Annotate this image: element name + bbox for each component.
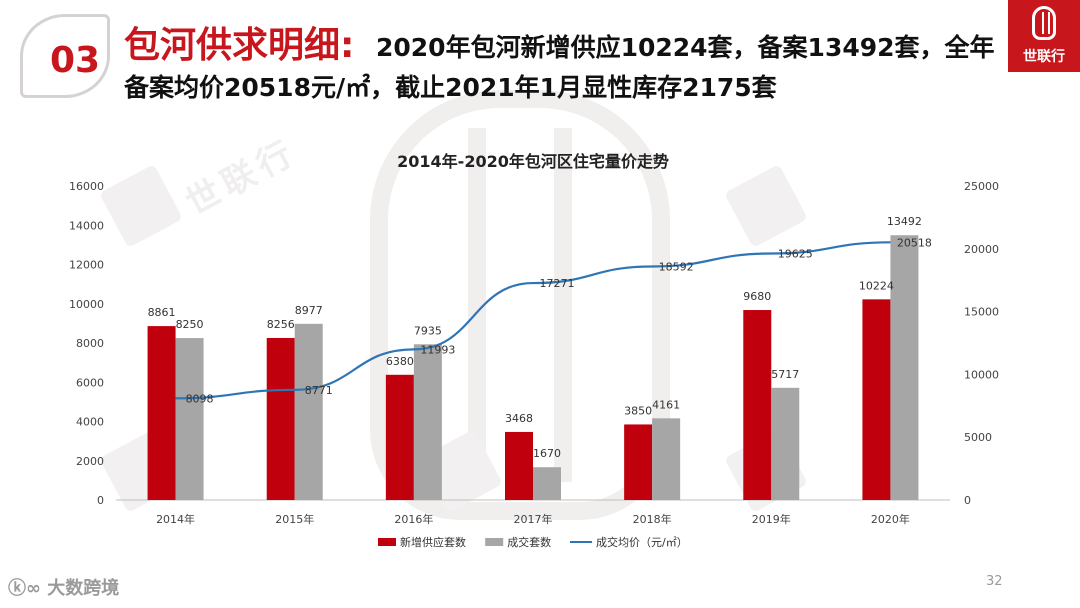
legend-swatch [485, 538, 504, 546]
section-badge [20, 14, 110, 98]
legend-entry: 成交套数 [507, 535, 551, 549]
supply-bar [266, 337, 295, 500]
supply-bar [862, 299, 891, 500]
x-tick-label: 2019年 [752, 512, 791, 526]
price-data-label: 8771 [305, 384, 333, 397]
price-data-label: 11993 [420, 343, 455, 356]
supply-data-label: 6380 [386, 355, 414, 368]
y-left-tick-label: 2000 [76, 455, 104, 468]
y-left-tick-label: 16000 [69, 180, 104, 193]
legend-entry: 成交均价（元/㎡） [596, 535, 688, 549]
sales-bar [413, 344, 442, 500]
supply-data-label: 10224 [859, 279, 894, 292]
price-data-label: 18592 [659, 260, 694, 273]
brand-logo-text: 世联行 [1023, 49, 1065, 65]
y-right-tick-label: 25000 [964, 180, 999, 193]
sales-data-label: 13492 [887, 215, 922, 228]
sales-bar [771, 387, 800, 500]
y-left-tick-label: 6000 [76, 376, 104, 389]
sales-bar [533, 467, 561, 500]
summary-line-1: 2020年包河新增供应10224套，备案13492套，全年 [376, 33, 995, 62]
x-tick-label: 2016年 [394, 512, 433, 526]
footer-logo-text: 大数跨境 [47, 578, 120, 599]
y-right-tick-label: 5000 [964, 431, 992, 444]
price-data-label: 8098 [186, 392, 214, 405]
x-tick-label: 2014年 [156, 512, 195, 526]
y-right-tick-label: 10000 [964, 368, 999, 381]
x-tick-label: 2017年 [514, 512, 553, 526]
legend-entry: 新增供应套数 [400, 535, 466, 549]
footer-logo-icon: ⓚ∞ [8, 578, 48, 599]
sales-data-label: 8250 [176, 318, 204, 331]
supply-data-label: 3850 [624, 404, 652, 417]
page-title: 包河供求明细: [124, 25, 355, 66]
sales-data-label: 5717 [771, 368, 799, 381]
supply-data-label: 3468 [505, 412, 533, 425]
y-left-tick-label: 14000 [69, 219, 104, 232]
chart-title: 2014年-2020年包河区住宅量价走势 [397, 152, 669, 171]
sales-bar [294, 323, 323, 500]
y-right-tick-label: 0 [964, 494, 971, 507]
sales-data-label: 8977 [295, 304, 323, 317]
sales-data-label: 1670 [533, 447, 561, 460]
supply-bar [505, 431, 533, 500]
supply-bar [385, 374, 414, 500]
supply-data-label: 9680 [743, 290, 771, 303]
y-right-tick-label: 20000 [964, 243, 999, 256]
page-number: 32 [986, 574, 1003, 589]
y-left-tick-label: 4000 [76, 416, 104, 429]
y-left-tick-label: 12000 [69, 259, 104, 272]
watermark-logo [370, 90, 670, 520]
supply-bar [743, 310, 772, 500]
brand-logo: 世联行 [1008, 0, 1080, 72]
section-number: 03 [50, 40, 101, 81]
price-data-label: 17271 [540, 277, 575, 290]
y-left-tick-label: 10000 [69, 298, 104, 311]
footer-logo: ⓚ∞ 大数跨境 [8, 574, 119, 600]
supply-bar [624, 424, 653, 500]
supply-data-label: 8861 [148, 306, 176, 319]
x-tick-label: 2020年 [871, 512, 910, 526]
x-tick-label: 2018年 [633, 512, 672, 526]
y-right-tick-label: 15000 [964, 306, 999, 319]
brand-logo-icon [1032, 6, 1056, 40]
sales-bar [890, 235, 919, 501]
price-data-label: 19625 [778, 248, 813, 261]
x-tick-label: 2015年 [275, 512, 314, 526]
summary-line-2: 备案均价20518元/㎡，截止2021年1月显性库存2175套 [124, 73, 777, 102]
sales-data-label: 7935 [414, 324, 442, 337]
sales-bar [175, 338, 204, 500]
sales-data-label: 4161 [652, 398, 680, 411]
sales-bar [652, 418, 681, 500]
supply-bar [147, 326, 176, 500]
legend-swatch [378, 538, 396, 546]
supply-data-label: 8256 [267, 318, 295, 331]
y-left-tick-label: 8000 [76, 337, 104, 350]
price-data-label: 20518 [897, 236, 932, 249]
y-left-tick-label: 0 [97, 494, 104, 507]
